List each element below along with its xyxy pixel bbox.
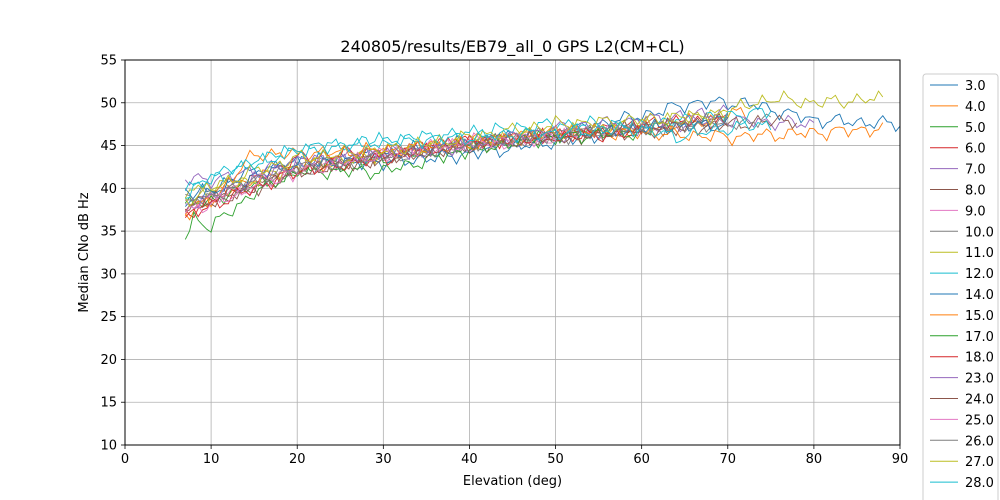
legend-label: 26.0	[965, 434, 994, 449]
series-layer	[184, 90, 901, 240]
y-tick-label: 15	[100, 396, 117, 411]
x-tick-label: 0	[121, 452, 129, 467]
legend-label: 17.0	[965, 330, 994, 345]
legend-label: 27.0	[965, 455, 994, 470]
legend-label: 24.0	[965, 393, 994, 408]
x-axis: 0 10 20 30 40 50 60 70 80 90	[121, 445, 908, 467]
legend-label: 15.0	[965, 309, 994, 324]
y-tick-label: 20	[100, 353, 117, 368]
x-tick-label: 30	[375, 452, 392, 467]
legend-label: 25.0	[965, 413, 994, 428]
x-tick-label: 80	[806, 452, 823, 467]
series-line-25-0	[184, 131, 556, 214]
legend-label: 12.0	[965, 267, 994, 282]
x-tick-label: 50	[547, 452, 564, 467]
series-line-18-0	[184, 124, 643, 218]
y-tick-label: 30	[100, 267, 117, 282]
legend: 3.0 4.0 5.0 6.0 7.0 8.0 9.0 10.0 11.0 12.0 14.0 15.…	[922, 73, 999, 500]
legend-label: 14.0	[965, 288, 994, 303]
series-line-27-0	[184, 109, 728, 208]
x-tick-label: 90	[892, 452, 909, 467]
y-tick-label: 45	[100, 139, 117, 154]
y-axis-label: Median CNo dB Hz	[77, 192, 92, 312]
y-tick-label: 50	[100, 96, 117, 111]
x-tick-label: 60	[633, 452, 650, 467]
chart-title: 240805/results/EB79_all_0 GPS L2(CM+CL)	[340, 37, 684, 57]
legend-label: 11.0	[965, 246, 994, 261]
legend-label: 7.0	[965, 163, 986, 178]
x-tick-label: 40	[461, 452, 478, 467]
series-line-17-0	[184, 125, 643, 240]
legend-label: 18.0	[965, 351, 994, 366]
legend-label: 8.0	[965, 184, 986, 199]
x-tick-label: 70	[720, 452, 737, 467]
legend-label: 3.0	[965, 79, 986, 94]
y-axis: 10 15 20 25 30 35 40 45 50 55	[100, 54, 125, 454]
series-line-26-0	[185, 112, 729, 205]
y-tick-label: 10	[100, 439, 117, 454]
legend-label: 5.0	[965, 121, 986, 136]
y-tick-label: 25	[100, 310, 117, 325]
x-tick-label: 20	[289, 452, 306, 467]
legend-label: 28.0	[965, 476, 994, 491]
x-tick-label: 10	[203, 452, 220, 467]
series-line-28-0	[185, 120, 772, 199]
y-tick-label: 35	[100, 225, 117, 240]
legend-label: 6.0	[965, 142, 986, 157]
y-tick-label: 40	[100, 182, 117, 197]
plot-frame	[124, 59, 901, 446]
y-tick-label: 55	[100, 54, 117, 69]
legend-label: 23.0	[965, 372, 994, 387]
legend-label: 10.0	[965, 225, 994, 240]
legend-box	[922, 73, 999, 500]
legend-label: 9.0	[965, 204, 986, 219]
x-axis-label: Elevation (deg)	[463, 474, 562, 489]
legend-label: 4.0	[965, 100, 986, 115]
